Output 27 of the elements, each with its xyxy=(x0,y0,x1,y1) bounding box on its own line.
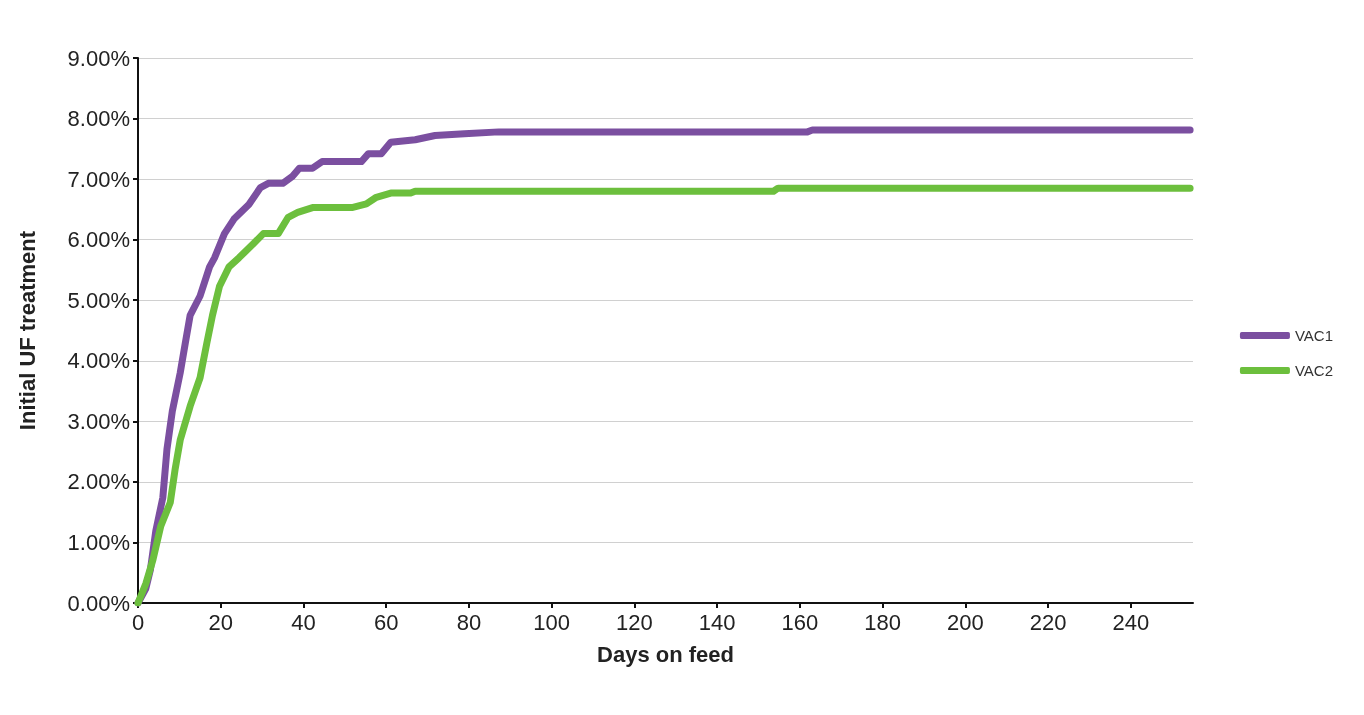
y-tick-label: 4.00% xyxy=(67,348,130,374)
y-tick-label: 0.00% xyxy=(67,590,130,616)
y-tick-label: 7.00% xyxy=(67,166,130,192)
x-tick-label: 200 xyxy=(947,609,984,635)
y-tick-label: 9.00% xyxy=(67,45,130,71)
y-tick-label: 3.00% xyxy=(67,408,130,434)
y-tick-label: 5.00% xyxy=(67,287,130,313)
x-axis-title: Days on feed xyxy=(597,641,734,667)
x-tick-label: 0 xyxy=(131,609,145,635)
x-tick-label: 80 xyxy=(456,609,482,635)
y-tick-label: 2.00% xyxy=(67,469,130,495)
x-tick-label: 240 xyxy=(1112,609,1150,635)
x-tick-label: 120 xyxy=(616,609,653,635)
legend-label: VAC2 xyxy=(1294,362,1334,379)
x-tick-label: 180 xyxy=(864,609,902,635)
legend-label: VAC1 xyxy=(1294,327,1334,344)
x-tick-label: 140 xyxy=(698,609,736,635)
y-axis-title: Initial UF treatment xyxy=(14,230,40,431)
x-tick-label: 60 xyxy=(373,609,399,635)
x-tick-label: 220 xyxy=(1029,609,1067,635)
y-tick-label: 1.00% xyxy=(67,529,130,555)
y-tick-label: 6.00% xyxy=(67,227,130,253)
y-tick-label: 8.00% xyxy=(67,106,130,132)
x-tick-label: 20 xyxy=(208,609,233,635)
x-tick-label: 40 xyxy=(291,609,316,635)
x-tick-label: 100 xyxy=(533,609,571,635)
x-tick-label: 160 xyxy=(781,609,819,635)
